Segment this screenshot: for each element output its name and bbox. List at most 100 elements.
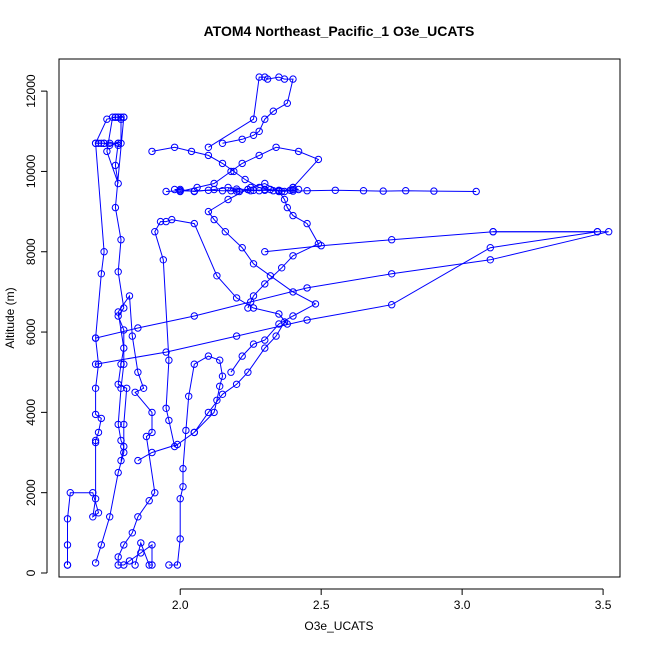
data-point — [280, 195, 289, 204]
data-point — [263, 75, 272, 83]
data-point — [125, 292, 134, 300]
data-point — [255, 151, 263, 160]
data-point — [249, 131, 258, 140]
data-point — [134, 368, 142, 376]
data-point — [162, 404, 170, 412]
data-point — [230, 167, 238, 176]
data-point — [114, 561, 122, 569]
data-point — [227, 167, 235, 176]
series — [204, 73, 297, 152]
data-point — [255, 73, 263, 81]
data-point — [303, 316, 311, 324]
data-point — [314, 155, 323, 164]
data-point — [232, 294, 241, 302]
data-point — [106, 141, 114, 150]
data-point — [176, 187, 184, 195]
data-point — [111, 203, 120, 212]
data-point — [218, 372, 227, 380]
data-point — [114, 308, 122, 316]
data-point — [218, 187, 227, 195]
data-point — [210, 185, 218, 194]
data-point — [114, 468, 122, 477]
data-point — [114, 553, 122, 561]
data-point — [289, 211, 297, 220]
data-point — [182, 426, 190, 435]
data-point — [94, 428, 103, 437]
data-point — [63, 515, 72, 523]
data-point — [117, 139, 125, 148]
y-tick-label: 12000 — [24, 74, 38, 108]
data-point — [216, 356, 224, 364]
data-point — [283, 203, 291, 212]
data-layer — [63, 73, 613, 569]
data-point — [131, 561, 139, 569]
data-point — [106, 139, 114, 148]
data-point — [379, 187, 387, 195]
data-point — [111, 113, 120, 121]
data-point — [294, 147, 303, 156]
data-point — [97, 541, 106, 549]
series-line — [95, 231, 609, 339]
data-point — [159, 256, 168, 264]
data-point — [216, 382, 224, 390]
data-point — [261, 115, 269, 123]
data-point — [190, 312, 199, 320]
data-point — [213, 396, 221, 404]
data-point — [63, 541, 72, 549]
y-tick-label: 10000 — [24, 154, 38, 188]
data-point — [261, 248, 269, 256]
data-point — [472, 187, 480, 196]
series-line — [208, 76, 294, 148]
data-point — [388, 270, 396, 278]
data-point — [168, 215, 176, 224]
data-point — [241, 175, 249, 184]
data-point — [247, 298, 255, 306]
data-point — [91, 334, 100, 342]
data-point — [255, 127, 263, 136]
data-point — [275, 187, 283, 195]
data-point — [227, 368, 235, 376]
data-point — [280, 187, 289, 196]
data-point — [238, 244, 246, 252]
data-point — [249, 304, 258, 312]
data-point — [94, 360, 103, 368]
data-point — [430, 187, 438, 195]
series — [91, 292, 159, 569]
data-point — [120, 113, 128, 121]
data-point — [117, 236, 125, 244]
data-point — [123, 384, 131, 392]
data-point — [137, 539, 145, 547]
data-point — [148, 448, 156, 457]
data-point — [402, 187, 410, 195]
data-point — [120, 344, 128, 352]
data-point — [218, 159, 227, 168]
y-tick-label: 8000 — [24, 238, 38, 265]
data-point — [176, 495, 184, 503]
data-point — [249, 292, 258, 300]
data-point — [238, 352, 246, 360]
data-point — [142, 432, 151, 441]
x-tick-label: 3.5 — [595, 598, 612, 612]
data-point — [131, 388, 139, 396]
data-point — [156, 217, 165, 226]
data-point — [179, 464, 187, 473]
data-point — [190, 428, 199, 437]
data-point — [278, 264, 286, 272]
data-point — [232, 332, 241, 340]
data-point — [210, 408, 218, 417]
data-point — [289, 312, 297, 320]
data-point — [249, 340, 258, 348]
data-point — [173, 440, 182, 449]
data-point — [489, 228, 497, 236]
data-point — [91, 559, 100, 567]
data-point — [97, 414, 106, 423]
chart-title: ATOM4 Northeast_Pacific_1 O3e_UCATS — [204, 23, 475, 39]
series-line — [95, 231, 598, 365]
series-line — [166, 189, 477, 192]
data-point — [388, 301, 396, 309]
data-point — [165, 561, 173, 569]
data-point — [94, 509, 103, 517]
data-point — [303, 187, 311, 195]
data-point — [97, 270, 106, 278]
data-point — [103, 147, 111, 156]
